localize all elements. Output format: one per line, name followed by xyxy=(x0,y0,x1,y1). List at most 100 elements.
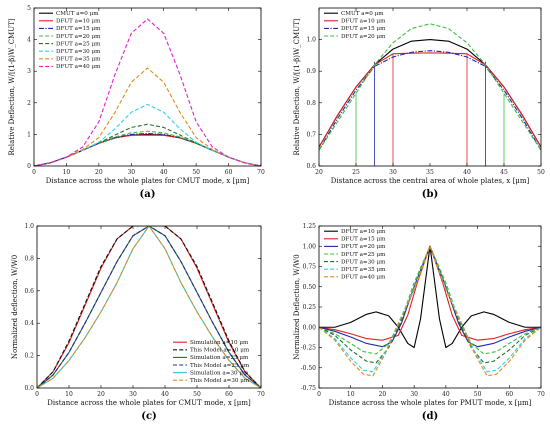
x-tick-label: 25 xyxy=(352,169,360,176)
y-axis-label: Relative Deflection, W/[(1-β)W_CMUT] xyxy=(8,18,16,155)
series-line xyxy=(319,245,541,355)
x-tick-label: 35 xyxy=(426,169,434,176)
x-axis-label: Distance across the whole plates for PMU… xyxy=(329,399,532,407)
x-tick-label: 40 xyxy=(442,391,450,398)
legend-entry: DFUT a=20 μm xyxy=(56,34,101,40)
series-line xyxy=(34,18,261,166)
y-tick-label: 1.0 xyxy=(306,37,316,44)
x-tick-label: 0 xyxy=(32,169,36,176)
axes-frame xyxy=(36,225,262,389)
x-tick-label: 40 xyxy=(160,169,168,176)
y-axis-label: Normalized deflection, W/W0 xyxy=(11,255,19,359)
legend-entry: DFUT a=10 μm xyxy=(341,19,386,25)
x-tick-label: 30 xyxy=(389,169,397,176)
chart-panel-b: 20 25 30 35 40 45 50 0.6 0.7 0.8 0.9 1.0 Distance ac… xyxy=(293,7,545,200)
y-tick-label: 0.8 xyxy=(306,100,316,107)
x-tick-label: 45 xyxy=(500,169,508,176)
legend-entry: DFUT a=30 μm xyxy=(341,259,386,265)
y-tick-label: 2 xyxy=(27,100,31,107)
x-tick-label: 30 xyxy=(127,169,135,176)
x-tick-label: 70 xyxy=(537,391,545,398)
series-line xyxy=(319,245,541,377)
plot-area xyxy=(37,226,261,388)
x-tick-label: 70 xyxy=(257,391,265,398)
plot-area xyxy=(319,245,541,377)
legend-entry: DFUT a=10 μm xyxy=(341,229,386,235)
panel-label: (c) xyxy=(141,411,157,422)
legend-entry: Simulation a=30 μm xyxy=(190,370,249,376)
x-tick-label: 30 xyxy=(410,391,418,398)
y-tick-label: 0.7 xyxy=(306,131,316,138)
x-tick-label: 50 xyxy=(192,169,200,176)
x-tick-label: 50 xyxy=(537,169,545,176)
series-line xyxy=(34,130,261,166)
chart-panel-d: 0 10 20 30 40 50 60 70 -0.75 -0.50 -0.25 0.00 0.25 0.… xyxy=(293,223,545,422)
legend-entry: This Model a=25 μm xyxy=(190,363,250,369)
y-axis-label: Normalized Deflection, W/W0 xyxy=(293,254,301,359)
y-tick-label: -0.75 xyxy=(301,385,317,392)
y-tick-label: 1.0 xyxy=(24,223,34,230)
legend-entry: This Model a=30 μm xyxy=(190,378,250,384)
y-tick-label: 1.25 xyxy=(303,223,317,230)
plot-area xyxy=(34,18,261,166)
series-line xyxy=(319,245,541,348)
legend-entry: DFUT a=40 μm xyxy=(341,275,386,281)
series-line xyxy=(34,123,261,166)
legend-entry: DFUT a=15 μm xyxy=(341,26,386,32)
legend-entry: Simulation a=10 μm xyxy=(190,340,249,346)
series-line xyxy=(34,133,261,166)
x-tick-label: 20 xyxy=(315,169,323,176)
x-tick-label: 10 xyxy=(65,391,73,398)
x-tick-label: 0 xyxy=(35,391,39,398)
x-tick-label: 10 xyxy=(347,391,355,398)
legend-entry: CMUT a=0 μm xyxy=(56,11,99,17)
y-tick-label: 0.0 xyxy=(24,385,34,392)
x-tick-label: 40 xyxy=(161,391,169,398)
y-tick-label: 0.2 xyxy=(24,353,34,360)
x-tick-label: 60 xyxy=(225,169,233,176)
y-tick-label: 1.00 xyxy=(303,243,317,250)
y-tick-label: 1 xyxy=(27,131,31,138)
panel-label: (a) xyxy=(140,189,156,200)
series-line xyxy=(319,23,541,151)
series-line xyxy=(34,134,261,166)
y-axis-label: Relative Deflection, W/[(1-β)W_CMUT] xyxy=(293,18,301,155)
legend-entry: DFUT a=10 μm xyxy=(56,19,101,25)
legend-entry: DFUT a=30 μm xyxy=(56,49,101,55)
legend-entry: DFUT a=40 μm xyxy=(56,64,101,70)
legend-entry: DFUT a=35 μm xyxy=(341,267,386,273)
x-tick-label: 60 xyxy=(225,391,233,398)
legend-entry: DFUT a=20 μm xyxy=(341,34,386,40)
x-tick-label: 40 xyxy=(463,169,471,176)
x-tick-label: 10 xyxy=(63,169,71,176)
y-tick-label: 0.75 xyxy=(303,264,317,271)
series-line xyxy=(319,52,541,148)
x-tick-label: 20 xyxy=(95,169,103,176)
x-axis-label: Distance across the whole plates for CMU… xyxy=(47,399,251,407)
y-tick-label: 0.00 xyxy=(303,324,317,331)
y-tick-label: 0.6 xyxy=(24,288,34,295)
legend-entry: DFUT a=15 μm xyxy=(341,237,386,243)
series-line xyxy=(319,50,541,151)
x-tick-label: 50 xyxy=(474,391,482,398)
panel-label: (d) xyxy=(422,411,438,422)
y-tick-label: 3 xyxy=(27,68,31,75)
chart-panel-a: 0 10 20 30 40 50 60 70 0 1 2 3 4 5 Distance across the… xyxy=(8,5,265,200)
axes-frame xyxy=(33,7,262,167)
legend-entry: DFUT a=15 μm xyxy=(56,26,101,32)
x-tick-label: 20 xyxy=(379,391,387,398)
legend-entry: DFUT a=25 μm xyxy=(341,252,386,258)
series-line xyxy=(37,226,261,388)
y-tick-label: 0.50 xyxy=(303,284,317,291)
series-line xyxy=(37,226,261,388)
y-tick-label: 0.9 xyxy=(306,68,316,75)
legend-entry: DFUT a=20 μm xyxy=(341,244,386,250)
y-tick-label: -0.25 xyxy=(301,345,317,352)
y-tick-label: 0.6 xyxy=(306,163,316,170)
series-line xyxy=(319,245,541,373)
series-line xyxy=(37,226,261,388)
